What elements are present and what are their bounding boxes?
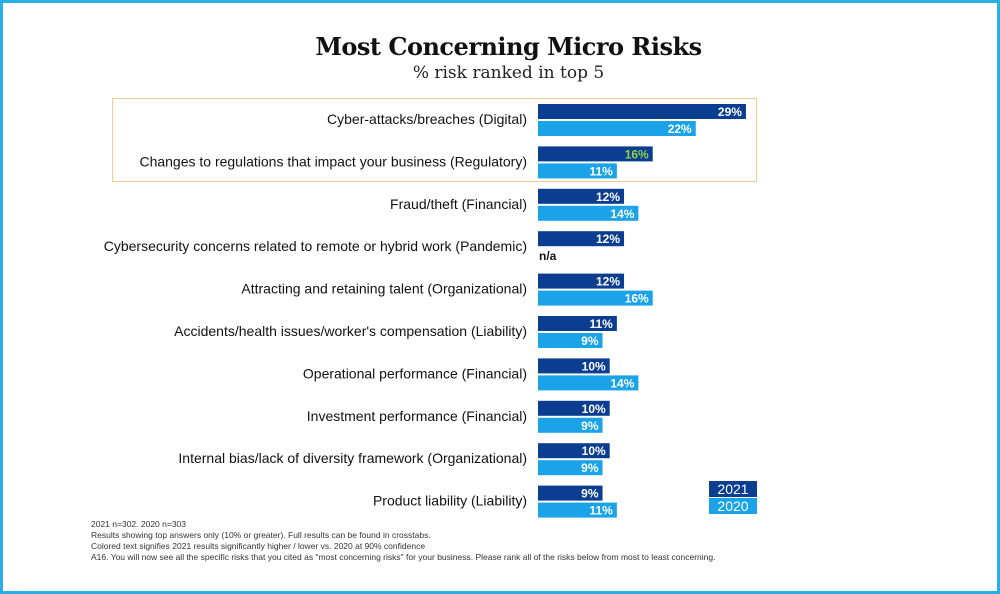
category-label: Changes to regulations that impact your … bbox=[139, 153, 527, 169]
value-label-2020: 9% bbox=[581, 461, 599, 475]
category-label: Attracting and retaining talent (Organiz… bbox=[241, 281, 527, 297]
bar-2020 bbox=[538, 163, 617, 179]
category-label: Operational performance (Financial) bbox=[303, 365, 527, 381]
value-label-2021: 10% bbox=[582, 402, 606, 416]
bar-2020 bbox=[538, 333, 603, 348]
value-label-2020: 11% bbox=[590, 504, 614, 518]
bar-2020 bbox=[538, 502, 617, 518]
bar-2021 bbox=[538, 485, 603, 501]
category-label: Accidents/health issues/worker's compens… bbox=[174, 323, 527, 339]
category-label: Cybersecurity concerns related to remote… bbox=[104, 238, 527, 254]
bar-2021 bbox=[538, 188, 625, 204]
bar-2021 bbox=[538, 358, 610, 374]
bar-2020 bbox=[538, 290, 653, 306]
bar-2020 bbox=[538, 205, 639, 221]
value-label-2021: 29% bbox=[718, 105, 742, 119]
value-label-2021: 12% bbox=[596, 232, 620, 246]
value-label-2020: 22% bbox=[668, 122, 692, 136]
value-label-2020: 16% bbox=[625, 292, 649, 306]
value-label-2021: 10% bbox=[582, 444, 606, 458]
value-label-2021: 12% bbox=[596, 190, 620, 204]
bar-2021 bbox=[538, 231, 625, 247]
value-label-2020: 14% bbox=[610, 207, 634, 221]
value-label-2020: 11% bbox=[590, 164, 614, 178]
bar-2021 bbox=[538, 400, 610, 416]
category-label: Investment performance (Financial) bbox=[307, 408, 527, 424]
value-label-2020: 9% bbox=[581, 334, 599, 348]
value-label-2020: n/a bbox=[539, 249, 557, 263]
footnote-sample-size: 2021 n=302. 2020 n=303 bbox=[91, 519, 187, 529]
value-label-2021: 11% bbox=[590, 317, 614, 331]
bar-2020 bbox=[538, 121, 696, 136]
value-label-2021: 10% bbox=[582, 359, 606, 373]
chart-title: Most Concerning Micro Risks bbox=[315, 32, 702, 61]
value-label-2020: 9% bbox=[581, 419, 599, 433]
bar-2021 bbox=[538, 316, 617, 331]
value-label-2021: 12% bbox=[596, 275, 620, 289]
bar-2020 bbox=[538, 375, 639, 391]
legend-2020: 2020 bbox=[709, 498, 757, 514]
category-label: Fraud/theft (Financial) bbox=[390, 196, 527, 212]
category-label: Product liability (Liability) bbox=[373, 493, 527, 509]
footnote-question: A16. You will now see all the specific r… bbox=[91, 552, 716, 562]
category-label: Cyber-attacks/breaches (Digital) bbox=[327, 111, 527, 127]
value-label-2020: 14% bbox=[610, 376, 634, 390]
chart-subtitle: % risk ranked in top 5 bbox=[412, 63, 605, 83]
bar-2021 bbox=[538, 104, 746, 119]
footnote-significance: Colored text signifies 2021 results sign… bbox=[91, 541, 426, 551]
bar-2021 bbox=[538, 273, 625, 289]
highlight-box bbox=[112, 98, 757, 182]
bar-2021 bbox=[538, 146, 653, 162]
value-label-2021: 9% bbox=[581, 487, 599, 501]
legend-2021: 2021 bbox=[709, 481, 757, 497]
category-label: Internal bias/lack of diversity framewor… bbox=[178, 450, 527, 466]
bar-2020 bbox=[538, 460, 603, 476]
bar-2021 bbox=[538, 443, 610, 459]
bar-2020 bbox=[538, 417, 603, 433]
value-label-2021: 16% bbox=[625, 147, 649, 161]
footnote-results: Results showing top answers only (10% or… bbox=[91, 530, 431, 540]
footnotes: 2021 n=302. 2020 n=303 Results showing t… bbox=[91, 519, 891, 563]
